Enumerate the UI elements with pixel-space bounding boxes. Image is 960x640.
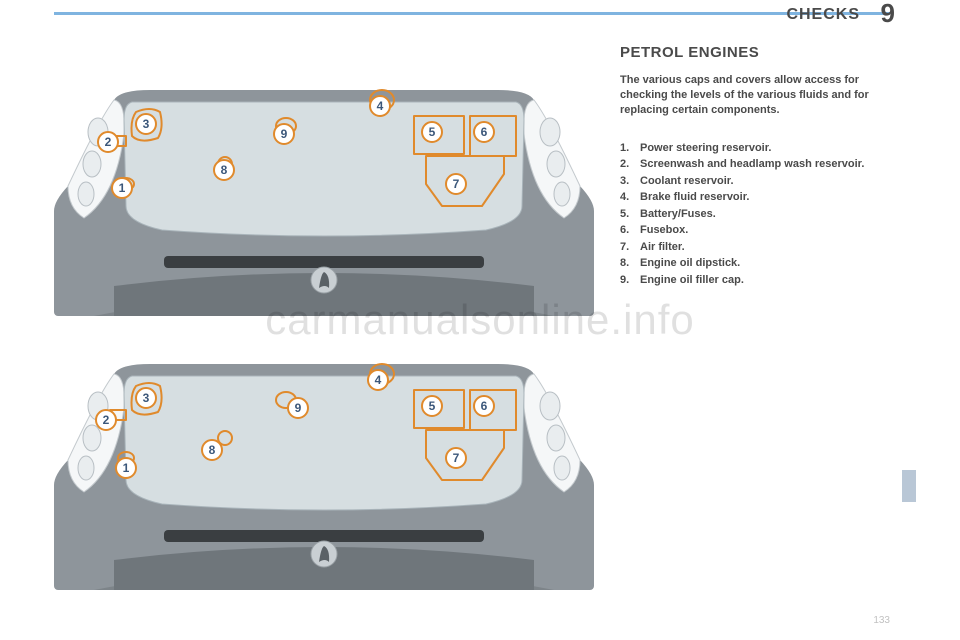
- callout-6: 6: [474, 122, 494, 142]
- callout-5: 5: [422, 396, 442, 416]
- svg-text:2: 2: [105, 135, 112, 149]
- callout-9: 9: [288, 398, 308, 418]
- engine-diagram-2: 1 2 3 4 5 6 7 8 9: [54, 330, 594, 590]
- page: CHECKS 9 1 2 3 4 5 6 7 8 9 1 2 3 4 5 6 7 8 9 PETROL ENGI…: [0, 0, 960, 640]
- legend-item: 3. Coolant reservoir.: [620, 173, 890, 190]
- svg-text:7: 7: [453, 177, 460, 191]
- svg-text:7: 7: [453, 451, 460, 465]
- legend-item: 2. Screenwash and headlamp wash reservoir…: [620, 156, 890, 173]
- legend-item-text: Screenwash and headlamp wash reservoir.: [640, 158, 864, 170]
- legend-item: 9. Engine oil filler cap.: [620, 272, 890, 289]
- svg-text:4: 4: [377, 99, 384, 113]
- svg-text:9: 9: [295, 401, 302, 415]
- callout-8: 8: [202, 440, 222, 460]
- svg-text:2: 2: [103, 413, 110, 427]
- svg-text:6: 6: [481, 125, 488, 139]
- legend-item-number: 5.: [620, 206, 629, 223]
- callout-1: 1: [116, 458, 136, 478]
- callout-2: 2: [96, 410, 116, 430]
- svg-text:1: 1: [123, 461, 130, 475]
- svg-text:6: 6: [481, 399, 488, 413]
- callout-2: 2: [98, 132, 118, 152]
- legend-list: 1. Power steering reservoir. 2. Screenwash …: [620, 140, 890, 289]
- legend-item-number: 2.: [620, 156, 629, 173]
- svg-text:3: 3: [143, 117, 150, 131]
- callout-4: 4: [370, 96, 390, 116]
- legend-item-number: 4.: [620, 189, 629, 206]
- header-rule: [54, 12, 890, 34]
- legend-item: 7. Air filter.: [620, 239, 890, 256]
- callout-8: 8: [214, 160, 234, 180]
- legend-item: 6. Fusebox.: [620, 222, 890, 239]
- legend-item-number: 1.: [620, 140, 629, 157]
- callout-5: 5: [422, 122, 442, 142]
- callout-4: 4: [368, 370, 388, 390]
- legend-item: 4. Brake fluid reservoir.: [620, 189, 890, 206]
- svg-text:5: 5: [429, 399, 436, 413]
- callout-3: 3: [136, 114, 156, 134]
- callout-3: 3: [136, 388, 156, 408]
- legend-item-text: Brake fluid reservoir.: [640, 191, 749, 203]
- callout-7: 7: [446, 448, 466, 468]
- callout-9: 9: [274, 124, 294, 144]
- legend-item: 1. Power steering reservoir.: [620, 140, 890, 157]
- section-title: PETROL ENGINES: [620, 44, 890, 61]
- svg-text:8: 8: [209, 443, 216, 457]
- engine-diagram-1: 1 2 3 4 5 6 7 8 9: [54, 56, 594, 316]
- legend-item-number: 6.: [620, 222, 629, 239]
- legend-item: 8. Engine oil dipstick.: [620, 255, 890, 272]
- text-column: PETROL ENGINES The various caps and cove…: [620, 44, 890, 288]
- diagram-column: 1 2 3 4 5 6 7 8 9 1 2 3 4 5 6 7 8 9: [54, 56, 594, 604]
- svg-text:5: 5: [429, 125, 436, 139]
- legend-item-text: Engine oil dipstick.: [640, 257, 740, 269]
- side-tab-icon: [902, 470, 916, 502]
- callout-7: 7: [446, 174, 466, 194]
- svg-text:8: 8: [221, 163, 228, 177]
- svg-text:1: 1: [119, 181, 126, 195]
- legend-item-text: Battery/Fuses.: [640, 208, 716, 220]
- header-label: CHECKS: [786, 6, 860, 24]
- legend-item-number: 8.: [620, 255, 629, 272]
- callout-6: 6: [474, 396, 494, 416]
- svg-text:3: 3: [143, 391, 150, 405]
- legend-item-text: Coolant reservoir.: [640, 175, 734, 187]
- legend-item: 5. Battery/Fuses.: [620, 206, 890, 223]
- callout-1: 1: [112, 178, 132, 198]
- legend-item-text: Engine oil filler cap.: [640, 274, 744, 286]
- legend-item-text: Air filter.: [640, 241, 685, 253]
- svg-text:9: 9: [281, 127, 288, 141]
- legend-item-text: Fusebox.: [640, 224, 688, 236]
- legend-item-text: Power steering reservoir.: [640, 142, 771, 154]
- header-chapter-number: 9: [881, 0, 895, 29]
- svg-text:4: 4: [375, 373, 382, 387]
- page-number: 133: [873, 615, 890, 626]
- legend-item-number: 7.: [620, 239, 629, 256]
- legend-item-number: 9.: [620, 272, 629, 289]
- section-intro: The various caps and covers allow access…: [620, 73, 890, 118]
- legend-item-number: 3.: [620, 173, 629, 190]
